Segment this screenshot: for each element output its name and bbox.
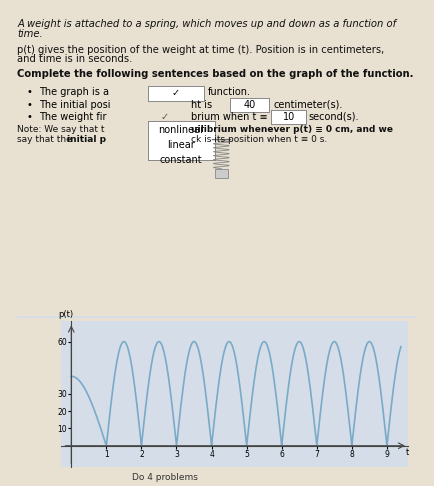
Text: •: • — [26, 87, 32, 98]
Text: uilibrium whenever p(t) ≡ 0 cm, and we: uilibrium whenever p(t) ≡ 0 cm, and we — [191, 125, 393, 135]
Text: brium when t ≡: brium when t ≡ — [191, 112, 268, 122]
Text: p(t) gives the position of the weight at time (t). Position is in centimeters,: p(t) gives the position of the weight at… — [17, 45, 385, 55]
Text: centimeter(s).: centimeter(s). — [273, 100, 343, 110]
Text: second(s).: second(s). — [308, 112, 358, 122]
Text: •: • — [26, 112, 32, 122]
Text: •: • — [26, 100, 32, 110]
Text: ✓: ✓ — [161, 112, 169, 122]
Text: Complete the following sentences based on the graph of the function.: Complete the following sentences based o… — [17, 69, 414, 79]
Text: Note: We say that t: Note: We say that t — [17, 125, 105, 135]
Text: ✓: ✓ — [172, 88, 180, 98]
Text: The graph is a: The graph is a — [39, 87, 109, 98]
Text: function.: function. — [208, 87, 251, 98]
Text: t: t — [406, 448, 409, 457]
Text: p(t): p(t) — [59, 310, 74, 319]
Text: ht is: ht is — [191, 100, 212, 110]
Text: initial p: initial p — [67, 135, 106, 144]
Text: linear: linear — [168, 140, 195, 150]
Text: nonlinear: nonlinear — [158, 125, 204, 135]
Text: time.: time. — [17, 29, 43, 39]
Text: A weight is attached to a spring, which moves up and down as a function of: A weight is attached to a spring, which … — [17, 19, 397, 30]
Bar — [215, 169, 228, 178]
Text: 40: 40 — [243, 100, 256, 110]
Text: 10: 10 — [283, 112, 295, 122]
Text: say that the: say that the — [17, 135, 75, 144]
Text: constant: constant — [160, 155, 203, 165]
Text: ck is its position when t ≡ 0 s.: ck is its position when t ≡ 0 s. — [191, 135, 327, 144]
Text: The initial posi: The initial posi — [39, 100, 111, 110]
Text: Do 4 problems: Do 4 problems — [132, 473, 198, 482]
Text: The weight fir: The weight fir — [39, 112, 107, 122]
Text: and time is in seconds.: and time is in seconds. — [17, 54, 133, 65]
